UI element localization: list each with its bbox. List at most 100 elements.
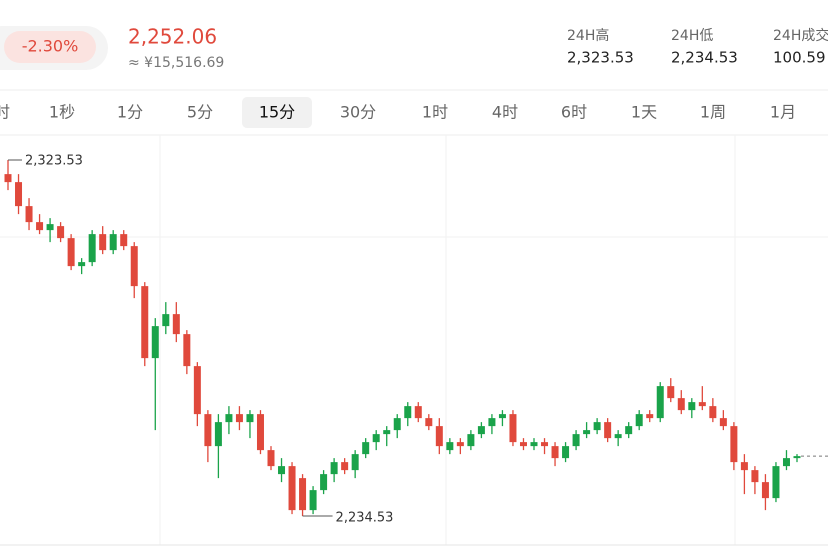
candle-body — [362, 442, 370, 455]
tab[interactable]: 15分 — [259, 103, 295, 122]
candle-body — [330, 462, 338, 475]
candle-body — [246, 414, 254, 423]
candle-body — [698, 402, 706, 407]
candle-body — [130, 246, 138, 287]
tab[interactable]: 1月 — [770, 103, 796, 122]
candle-body — [351, 454, 359, 471]
candle-body — [562, 446, 570, 459]
candle-body — [46, 224, 54, 231]
change-badge — [4, 31, 96, 63]
candle-body — [36, 222, 44, 231]
candle-body — [141, 286, 149, 359]
candle-body — [677, 398, 685, 411]
candle-body — [67, 238, 75, 267]
candle-body — [593, 422, 601, 431]
candle-body — [509, 414, 517, 443]
candle-body — [204, 414, 212, 447]
candle-body — [15, 182, 23, 207]
stat-label: 24H低 — [671, 28, 713, 44]
candle-body — [372, 434, 380, 443]
candle-body — [225, 414, 233, 423]
candle-body — [78, 262, 86, 267]
candle-body — [572, 434, 580, 447]
candle-body — [751, 470, 759, 483]
candle-body — [383, 430, 391, 435]
tab[interactable]: 1周 — [700, 103, 726, 122]
candle-body — [782, 458, 790, 467]
candle-body — [120, 234, 128, 247]
candle-body — [614, 434, 622, 439]
candle-body — [4, 174, 12, 183]
candle-body — [414, 406, 422, 419]
candle-body — [25, 206, 33, 223]
candle-body — [740, 462, 748, 471]
price: 2,252.06 — [128, 25, 217, 49]
candle-body — [772, 466, 780, 499]
candle-body — [278, 466, 286, 475]
tabs: 时 1秒 1分 5分 15分 30分 1时 4时 6时 1天 1周 1月 — [0, 97, 796, 128]
candle-body — [446, 442, 454, 451]
tab[interactable]: 1天 — [631, 103, 657, 122]
grid — [0, 135, 828, 546]
tab-active-bg — [242, 97, 312, 128]
candle-body — [183, 334, 191, 367]
stat-value: 100.59 — [773, 49, 826, 67]
candle-body — [583, 430, 591, 435]
candle-body — [57, 226, 65, 239]
tab[interactable]: 1分 — [117, 103, 143, 122]
candle-body — [309, 490, 317, 511]
candle-body — [635, 414, 643, 427]
candle-body — [320, 474, 328, 491]
candle-body — [688, 402, 696, 411]
candle-body — [709, 406, 717, 419]
candle-body — [656, 386, 664, 419]
candle-body — [730, 426, 738, 463]
fiat-price: ≈ ¥15,516.69 — [128, 55, 224, 71]
candle-body — [625, 426, 633, 435]
tab[interactable]: 时 — [0, 103, 10, 122]
stats: 24H高 2,323.53 24H低 2,234.53 24H成交 100.59 — [567, 27, 828, 67]
candle-body — [467, 434, 475, 447]
stat-value: 2,323.53 — [567, 49, 634, 67]
low-annotation: 2,234.53 — [336, 511, 394, 526]
candle-body — [99, 234, 107, 251]
candle-body — [719, 418, 727, 427]
tab[interactable]: 30分 — [340, 103, 376, 122]
candle-body — [172, 314, 180, 335]
candle-body — [162, 314, 170, 327]
candle-body — [477, 426, 485, 435]
candle-body — [519, 442, 527, 447]
candle-body — [425, 418, 433, 427]
candle-body — [604, 422, 612, 439]
candle-body — [551, 446, 559, 459]
candle-body — [761, 482, 769, 499]
candle-body — [667, 386, 675, 399]
candle-body — [404, 406, 412, 419]
candle-body — [299, 478, 307, 511]
candle-body — [498, 414, 506, 419]
candle-body — [488, 418, 496, 427]
candle-body — [435, 426, 443, 447]
tab[interactable]: 5分 — [187, 103, 213, 122]
candle-body — [256, 414, 264, 451]
candle-body — [214, 422, 222, 447]
stat-label: 24H高 — [567, 27, 609, 44]
tab[interactable]: 1时 — [422, 103, 448, 122]
candle-body — [109, 234, 117, 251]
candle-body — [151, 326, 159, 359]
candle-body — [541, 442, 549, 447]
tab[interactable]: 1秒 — [49, 103, 75, 122]
candle-body — [267, 450, 275, 467]
candle-body — [456, 442, 464, 447]
high-annotation: 2,323.53 — [25, 154, 83, 169]
tab[interactable]: 6时 — [561, 103, 587, 122]
candle-body — [393, 418, 401, 431]
change: -2.30% — [22, 37, 79, 56]
candle-body — [530, 442, 538, 447]
candle-body — [646, 414, 654, 419]
stat-value: 2,234.53 — [671, 49, 738, 67]
tab[interactable]: 4时 — [492, 103, 518, 122]
candle-body — [88, 234, 96, 263]
candle-body — [235, 414, 243, 423]
